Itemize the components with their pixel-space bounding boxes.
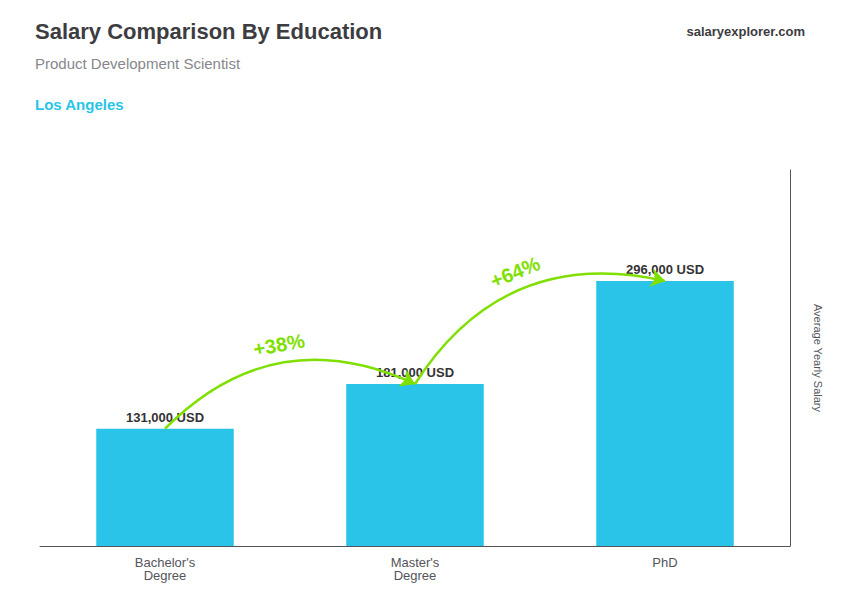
svg-text:Degree: Degree: [144, 568, 187, 583]
svg-text:salaryexplorer.com: salaryexplorer.com: [686, 24, 805, 39]
svg-text:Bachelor's: Bachelor's: [134, 555, 196, 570]
svg-text:+64%: +64%: [487, 252, 543, 292]
svg-text:Salary Comparison By Education: Salary Comparison By Education: [35, 19, 382, 44]
svg-text:Average Yearly Salary: Average Yearly Salary: [812, 304, 824, 413]
svg-text:+38%: +38%: [252, 329, 307, 360]
svg-text:Product Development Scientist: Product Development Scientist: [35, 55, 241, 72]
svg-text:296,000 USD: 296,000 USD: [626, 262, 704, 277]
svg-text:131,000 USD: 131,000 USD: [126, 410, 204, 425]
svg-text:Los Angeles: Los Angeles: [35, 96, 124, 113]
svg-text:Degree: Degree: [394, 568, 437, 583]
svg-text:Master's: Master's: [390, 555, 440, 570]
svg-text:181,000 USD: 181,000 USD: [376, 365, 454, 380]
svg-text:PhD: PhD: [652, 555, 677, 570]
